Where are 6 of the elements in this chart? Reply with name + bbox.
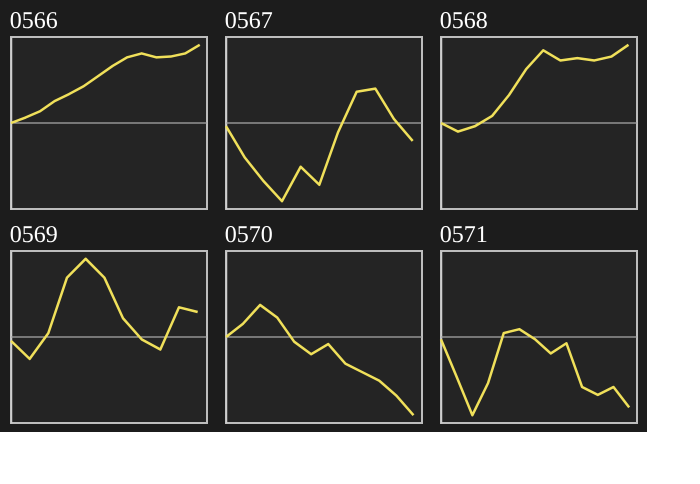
chart-title: 0566 <box>10 8 58 34</box>
chart-title: 0571 <box>440 222 488 248</box>
chart-title: 0569 <box>10 222 58 248</box>
chart-title: 0570 <box>224 222 273 248</box>
chart-title: 0568 <box>440 8 488 34</box>
chart-title: 0567 <box>224 8 273 34</box>
